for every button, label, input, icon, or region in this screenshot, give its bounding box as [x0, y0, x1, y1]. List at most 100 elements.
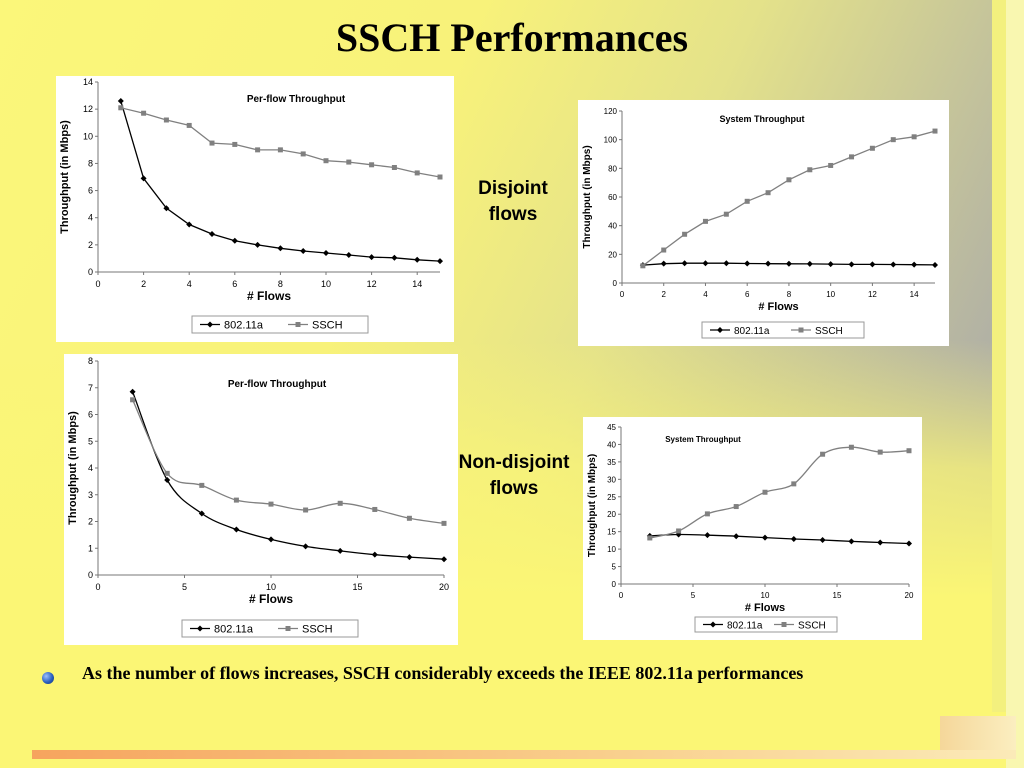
- x-tick-label: 10: [826, 290, 835, 299]
- data-point-80211a: [268, 536, 274, 543]
- data-point-ssch: [323, 158, 329, 164]
- data-point-ssch: [233, 497, 239, 503]
- x-tick-label: 4: [703, 290, 708, 299]
- data-point-80211a: [765, 260, 772, 267]
- x-tick-label: 10: [266, 582, 276, 592]
- legend-marker: [710, 621, 716, 628]
- data-point-ssch: [765, 190, 771, 196]
- data-point-80211a: [869, 261, 876, 268]
- nondisjoint-label-line1: Non-disjoint: [458, 452, 570, 473]
- data-point-ssch: [791, 481, 797, 487]
- data-point-ssch: [640, 263, 646, 269]
- x-tick-label: 5: [691, 591, 696, 600]
- x-tick-label: 15: [352, 582, 362, 592]
- y-tick-label: 120: [604, 107, 618, 116]
- x-tick-label: 14: [910, 290, 919, 299]
- data-point-80211a: [762, 534, 768, 541]
- data-point-80211a: [877, 539, 884, 546]
- data-point-ssch: [820, 451, 826, 457]
- data-point-80211a: [186, 221, 193, 228]
- y-tick-label: 0: [612, 580, 617, 589]
- data-point-ssch: [255, 147, 261, 153]
- x-tick-label: 12: [367, 279, 377, 289]
- legend-box: [181, 619, 359, 638]
- x-tick-label: 20: [439, 582, 449, 592]
- y-tick-label: 20: [607, 510, 616, 519]
- chart-svg: 0 2 4 6 8 10 12 14 0 2 4 6 8 10 12 14 # Flows Throughput …: [59, 77, 443, 334]
- y-axis-label: Throughput (in Mbps): [587, 454, 598, 557]
- chart-title: System Throughput: [665, 435, 741, 444]
- disjoint-label-line1: Disjoint: [478, 178, 548, 199]
- y-tick-label: 40: [607, 440, 616, 449]
- legend-label: 802.11a: [214, 624, 254, 636]
- y-axis-label: Throughput (in Mbps): [67, 411, 79, 525]
- data-point-80211a: [323, 250, 329, 256]
- data-point-ssch: [932, 128, 938, 134]
- chart-disjoint-perflow: 0 2 4 6 8 10 12 14 0 2 4 6 8 10 12 14 # Flows Throughput …: [56, 76, 454, 342]
- data-point-ssch: [346, 159, 352, 165]
- y-tick-label: 0: [88, 267, 93, 277]
- data-point-ssch: [232, 141, 238, 147]
- x-tick-label: 0: [620, 290, 625, 299]
- chart-title: Per-flow Throughput: [228, 379, 327, 390]
- y-tick-label: 8: [88, 356, 93, 366]
- data-point-80211a: [681, 260, 688, 267]
- series-line-ssch: [649, 446, 910, 539]
- chart-svg: 0 20 40 60 80 100 120 0 2 4 6 8 10 12 14 # Flows Through…: [582, 107, 938, 339]
- y-tick-label: 15: [607, 528, 616, 537]
- data-point-80211a: [932, 261, 938, 268]
- data-point-80211a: [164, 477, 171, 484]
- y-tick-label: 12: [83, 104, 93, 114]
- data-point-80211a: [337, 547, 344, 554]
- y-tick-label: 30: [607, 475, 616, 484]
- data-point-80211a: [254, 241, 261, 248]
- x-tick-label: 10: [321, 279, 331, 289]
- x-tick-label: 8: [278, 279, 283, 289]
- data-point-80211a: [300, 247, 307, 254]
- data-point-ssch: [877, 449, 883, 455]
- y-tick-label: 0: [88, 570, 93, 580]
- chart-disjoint-system: 0 20 40 60 80 100 120 0 2 4 6 8 10 12 14 # Flows Through…: [578, 100, 949, 346]
- series-line-ssch: [642, 130, 936, 267]
- data-point-80211a: [660, 260, 667, 267]
- y-tick-label: 1: [88, 543, 93, 553]
- data-point-80211a: [911, 261, 918, 268]
- slide-title: SSCH Performances: [335, 15, 689, 60]
- data-point-80211a: [827, 261, 834, 268]
- data-point-ssch: [647, 535, 653, 541]
- chart-nondisjoint-perflow: 0 1 2 3 4 5 6 7 8 0 5 10 15 20 # Flows Throughput (in M…: [64, 354, 458, 645]
- x-tick-label: 6: [745, 290, 750, 299]
- x-tick-label: 5: [182, 582, 187, 592]
- data-point-ssch: [744, 198, 750, 204]
- x-tick-label: 8: [787, 290, 792, 299]
- data-point-ssch: [163, 117, 169, 123]
- y-tick-label: 6: [88, 186, 93, 196]
- data-point-80211a: [414, 256, 421, 263]
- chart-nondisjoint-system: 0 5 10 15 20 25 30 35 40 45 0 5 10 15 20 # Flows Through…: [583, 417, 922, 640]
- legend-box: [694, 616, 838, 633]
- data-point-ssch: [704, 511, 710, 517]
- data-point-ssch: [437, 174, 443, 180]
- data-point-80211a: [785, 260, 792, 267]
- disjoint-flows-label: Disjoint flows: [456, 176, 570, 228]
- x-axis-label: # Flows: [247, 289, 291, 303]
- legend-marker: [285, 626, 291, 631]
- y-tick-label: 60: [608, 193, 617, 202]
- y-tick-label: 10: [83, 131, 93, 141]
- nondisjoint-label-line2: flows: [489, 478, 539, 499]
- data-point-80211a: [302, 543, 309, 550]
- legend-marker: [207, 321, 213, 328]
- data-point-ssch: [268, 501, 274, 507]
- data-point-ssch: [890, 137, 896, 143]
- x-axis-label: # Flows: [249, 592, 293, 606]
- data-point-ssch: [277, 147, 283, 153]
- data-point-ssch: [906, 448, 912, 454]
- x-tick-label: 6: [232, 279, 237, 289]
- legend-label: 802.11a: [727, 621, 763, 632]
- series-line-80211a: [120, 100, 441, 262]
- legend-label: SSCH: [302, 624, 333, 636]
- data-point-ssch: [733, 504, 739, 510]
- y-tick-label: 14: [83, 77, 93, 87]
- data-point-ssch: [911, 134, 917, 140]
- y-tick-label: 20: [608, 250, 617, 259]
